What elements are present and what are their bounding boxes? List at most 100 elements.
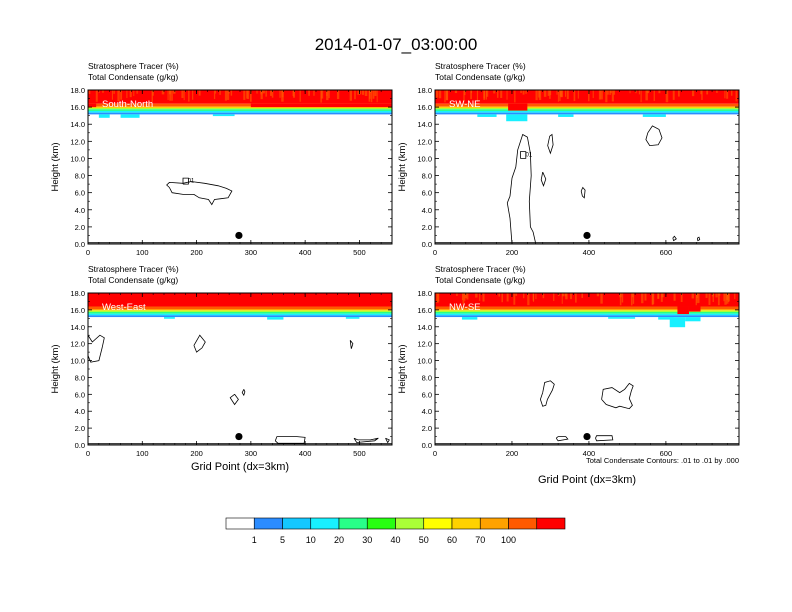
location-marker: [583, 231, 591, 240]
tracer-streak: [727, 293, 730, 302]
location-marker: [583, 432, 591, 441]
condensate-contour: [229, 393, 239, 406]
tracer-bump: [506, 114, 528, 122]
tracer-streak: [292, 90, 296, 98]
tracer-streak: [246, 90, 248, 99]
colorbar-swatch: [225, 517, 255, 530]
xlabel-right: Grid Point (dx=3km): [538, 474, 636, 486]
tracer-streak: [102, 90, 104, 93]
tracer-streak: [376, 90, 378, 103]
y-tick-label: 18.0: [417, 289, 432, 298]
contour-note: Total Condensate Contours: .01 to .01 by…: [586, 456, 739, 465]
tracer-streak: [198, 90, 201, 96]
tracer-streak: [598, 90, 602, 100]
tracer-streak: [265, 90, 267, 97]
tracer-streak: [556, 90, 558, 95]
y-tick-label: 0.0: [422, 240, 432, 249]
tracer-streak: [226, 90, 230, 100]
tracer-streak: [439, 90, 442, 99]
tracer-streak: [644, 293, 647, 301]
colorbar-label: 1: [252, 535, 257, 545]
tracer-streak: [561, 293, 563, 304]
tracer-band-2: [88, 106, 392, 108]
tracer-streak: [600, 90, 603, 100]
tracer-streak: [224, 90, 227, 101]
panel-south-north: 01 Stratosphere Tracer (%)Total Condensat…: [50, 61, 393, 257]
tracer-streak: [706, 90, 709, 95]
tracer-streak: [717, 293, 720, 306]
tracer-streak: [640, 90, 642, 103]
tracer-streak: [192, 90, 194, 100]
tracer-band-6: [88, 315, 392, 318]
tracer-streak: [437, 293, 440, 302]
tracer-streak: [243, 90, 246, 100]
x-tick-label: 100: [136, 248, 149, 257]
tracer-band-5: [435, 110, 739, 113]
tracer-streak: [256, 90, 258, 94]
tracer-streak: [543, 90, 547, 97]
panel-header-line2: Total Condensate (g/kg): [435, 275, 525, 285]
tracer-streak: [645, 90, 648, 101]
y-tick-label: 12.0: [70, 137, 85, 146]
x-tick-label: 400: [299, 449, 312, 458]
condensate-contour: [274, 436, 306, 444]
condensate-contour: [555, 436, 569, 442]
tracer-band-0: [435, 90, 739, 104]
y-tick-label: 14.0: [417, 120, 432, 129]
tracer-streak: [629, 90, 631, 94]
tracer-streak: [549, 90, 552, 96]
tracer-streak: [271, 90, 274, 98]
tracer-band-3: [88, 310, 392, 312]
tracer-streak: [169, 90, 172, 101]
panel-header-line2: Total Condensate (g/kg): [88, 72, 178, 82]
y-tick-label: 8.0: [422, 373, 432, 382]
colorbar: 1 5 10 20 30 40 50 60 70 100: [225, 517, 566, 545]
x-tick-label: 500: [353, 449, 366, 458]
tracer-streak: [470, 90, 472, 99]
tracer-streak: [320, 90, 324, 99]
colorbar-swatch: [338, 517, 368, 530]
location-marker: [235, 432, 243, 441]
panel-nw-se: Stratosphere Tracer (%)Total Condensate …: [397, 264, 740, 458]
tracer-bump: [120, 114, 140, 118]
tracer-streak: [577, 90, 579, 99]
tracer-streak: [506, 90, 508, 100]
colorbar-swatch: [508, 517, 538, 530]
colorbar-label: 40: [390, 535, 400, 545]
tracer-streak: [475, 293, 478, 298]
y-tick-label: 4.0: [75, 407, 85, 416]
tracer-streak: [336, 90, 340, 100]
y-axis-label: Height (km): [50, 142, 61, 191]
xlabel-left: Grid Point (dx=3km): [191, 461, 289, 473]
tracer-streak: [372, 90, 375, 99]
tracer-streak: [695, 293, 697, 306]
tracer-bump: [558, 114, 574, 117]
tracer-bump: [685, 317, 701, 322]
y-tick-label: 6.0: [422, 390, 432, 399]
tracer-streak: [735, 90, 738, 102]
tracer-streak: [561, 293, 565, 297]
x-tick-label: 200: [506, 449, 519, 458]
condensate-contour: [520, 151, 527, 159]
tracer-red-bump: [88, 103, 97, 108]
y-tick-label: 2.0: [422, 424, 432, 433]
tracer-streak: [213, 90, 216, 100]
tracer-band-6: [88, 112, 392, 115]
panel-header-line1: Stratosphere Tracer (%): [88, 61, 179, 71]
y-axis-label: Height (km): [397, 344, 408, 393]
y-tick-label: 12.0: [417, 340, 432, 349]
tracer-band-2: [435, 106, 739, 108]
tracer-streak: [724, 90, 726, 99]
tracer-streak: [613, 90, 616, 95]
tracer-bump: [642, 114, 666, 117]
location-marker: [235, 231, 243, 240]
tracer-streak: [553, 293, 555, 301]
y-tick-label: 0.0: [75, 240, 85, 249]
y-tick-label: 12.0: [70, 340, 85, 349]
colorbar-swatch: [310, 517, 340, 530]
tracer-streak: [565, 293, 568, 300]
x-tick-label: 0: [86, 248, 90, 257]
tracer-streak: [188, 90, 190, 102]
y-tick-label: 8.0: [75, 172, 85, 181]
